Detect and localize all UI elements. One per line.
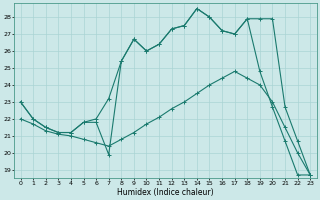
X-axis label: Humidex (Indice chaleur): Humidex (Indice chaleur) — [117, 188, 214, 197]
